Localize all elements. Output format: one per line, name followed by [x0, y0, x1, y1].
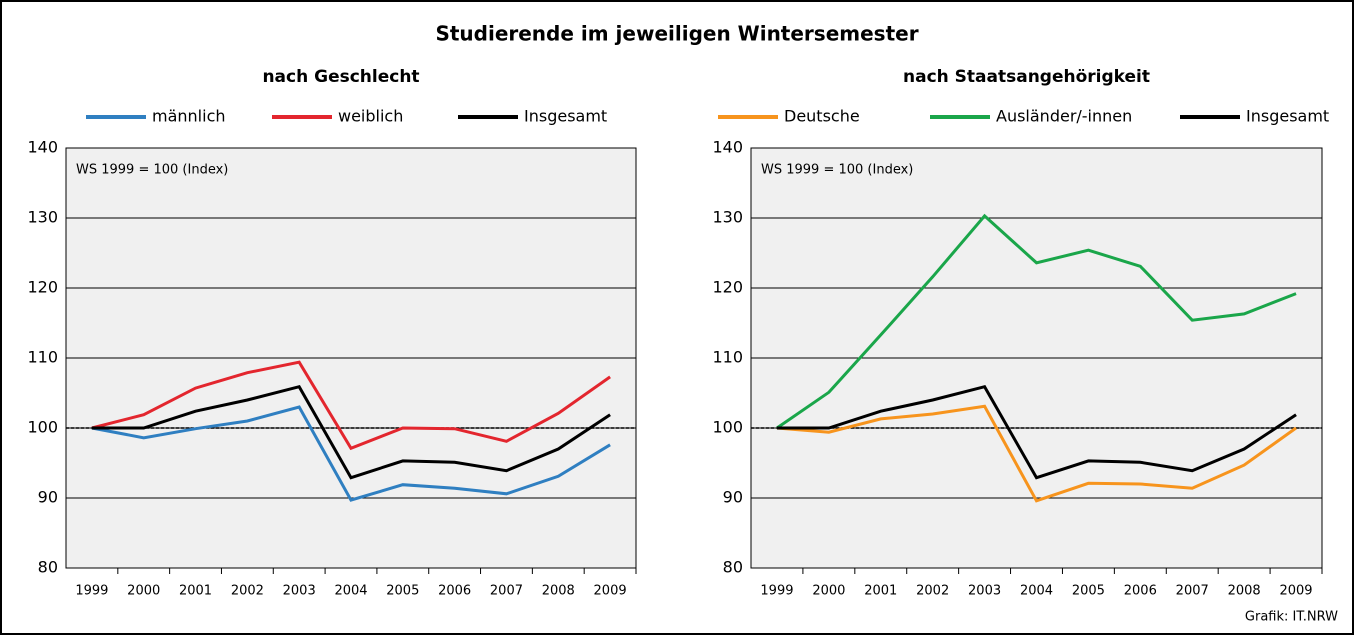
x-tick-label: 2002 [916, 584, 949, 599]
series-line [91, 405, 611, 502]
x-tick-label: 2003 [283, 584, 316, 599]
y-tick-label: 110 [712, 348, 743, 367]
legend-label: Ausländer/-innen [996, 107, 1132, 126]
y-tick-label: 90 [723, 488, 743, 507]
annotation: WS 1999 = 100 (Index) [76, 163, 228, 178]
x-tick-label: 2008 [542, 584, 575, 599]
x-tick-label: 2005 [1072, 584, 1105, 599]
x-tick-label: 2007 [1176, 584, 1209, 599]
chart-title: Studierende im jeweiligen Wintersemester [435, 22, 918, 46]
y-tick-label: 80 [723, 558, 743, 577]
x-tick-label: 2005 [386, 584, 419, 599]
source: Grafik: IT.NRW [1245, 610, 1338, 625]
x-tick-label: 2000 [812, 584, 845, 599]
y-tick-label: 90 [38, 488, 58, 507]
legend-label: Insgesamt [524, 107, 607, 126]
x-tick-label: 2006 [1124, 584, 1157, 599]
x-tick-label: 2009 [1279, 584, 1312, 599]
series-line [776, 384, 1297, 480]
x-tick-label: 2000 [127, 584, 160, 599]
x-tick-label: 1999 [760, 584, 793, 599]
legend-label: männlich [152, 107, 226, 126]
y-tick-label: 130 [27, 208, 58, 227]
x-tick-label: 2006 [438, 584, 471, 599]
x-tick-label: 2004 [1020, 584, 1053, 599]
x-tick-label: 2001 [864, 584, 897, 599]
chart-subtitle: nach Geschlecht [262, 67, 419, 87]
x-tick-label: 2002 [231, 584, 264, 599]
series-line [776, 404, 1297, 503]
x-tick-label: 2007 [490, 584, 523, 599]
y-tick-label: 140 [27, 138, 58, 157]
chart-subtitle: nach Staatsangehörigkeit [903, 67, 1150, 87]
y-tick-label: 140 [712, 138, 743, 157]
legend-label: Deutsche [784, 107, 860, 126]
y-tick-label: 100 [712, 418, 743, 437]
series-line [91, 360, 611, 451]
x-tick-label: 2008 [1228, 584, 1261, 599]
x-tick-label: 1999 [75, 584, 108, 599]
legend-label: weiblich [338, 107, 403, 126]
y-tick-label: 100 [27, 418, 58, 437]
legend-label: Insgesamt [1246, 107, 1329, 126]
y-tick-label: 120 [712, 278, 743, 297]
series-line [776, 213, 1297, 430]
series-line [91, 384, 611, 480]
x-tick-label: 2003 [968, 584, 1001, 599]
x-tick-label: 2009 [594, 584, 627, 599]
y-tick-label: 130 [712, 208, 743, 227]
x-tick-label: 2004 [334, 584, 367, 599]
y-tick-label: 120 [27, 278, 58, 297]
x-tick-label: 2001 [179, 584, 212, 599]
y-tick-label: 110 [27, 348, 58, 367]
y-tick-label: 80 [38, 558, 58, 577]
annotation: WS 1999 = 100 (Index) [761, 163, 913, 178]
